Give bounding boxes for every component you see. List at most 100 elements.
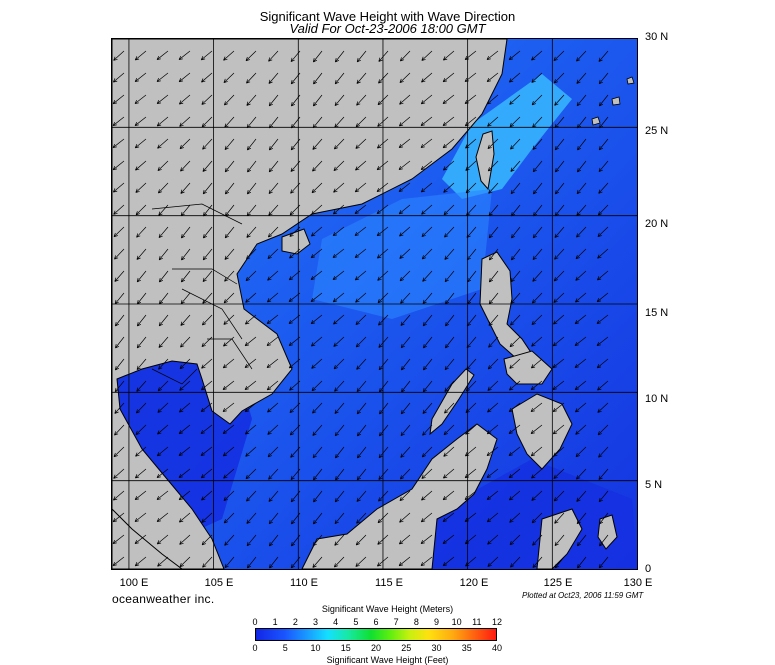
wave-direction-arrow <box>510 314 521 326</box>
lon-label: 105 E <box>204 577 234 589</box>
wave-direction-arrow <box>531 50 543 61</box>
wave-direction-arrow <box>288 270 301 281</box>
wave-direction-arrows <box>112 50 609 569</box>
wave-direction-arrow <box>113 446 125 458</box>
wave-direction-arrow <box>112 534 125 545</box>
wave-direction-arrow <box>596 270 609 281</box>
wave-direction-arrow <box>355 138 367 149</box>
wave-direction-arrow <box>422 380 433 393</box>
wave-direction-arrow <box>114 292 125 305</box>
wave-direction-arrow <box>224 138 235 151</box>
wave-direction-arrow <box>400 446 411 458</box>
wave-direction-arrow <box>333 182 345 193</box>
wave-direction-arrow <box>333 556 345 568</box>
wave-direction-arrow <box>223 292 235 304</box>
wave-direction-arrow <box>267 446 279 458</box>
wave-direction-arrow <box>466 226 477 238</box>
wave-direction-arrow <box>355 336 367 348</box>
wave-direction-arrow <box>509 512 521 523</box>
colorbar-feet-tick: 40 <box>491 643 503 653</box>
wave-direction-arrow <box>533 204 543 217</box>
wave-direction-arrow <box>112 116 125 127</box>
wave-direction-arrow <box>311 204 323 215</box>
wave-direction-arrow <box>379 402 389 415</box>
wave-direction-arrow <box>598 94 609 107</box>
wave-direction-arrow <box>202 182 213 195</box>
wave-direction-arrow <box>268 534 279 547</box>
wave-direction-arrow <box>598 490 609 503</box>
wave-direction-arrow <box>312 424 323 436</box>
wave-direction-arrow <box>202 138 213 150</box>
wave-direction-arrow <box>466 270 477 283</box>
wave-direction-arrow <box>180 226 191 239</box>
wave-direction-arrow <box>596 336 609 347</box>
colorbar-meter-tick: 3 <box>312 617 319 627</box>
wave-direction-arrow <box>178 72 191 83</box>
wave-direction-arrow <box>487 358 499 370</box>
wave-direction-arrow <box>135 182 147 193</box>
wave-direction-arrow <box>178 94 191 105</box>
wave-direction-arrow <box>268 468 279 480</box>
wave-direction-arrow <box>574 292 587 303</box>
wave-direction-arrow <box>134 512 147 522</box>
wave-direction-arrow <box>376 226 389 237</box>
wave-direction-arrow <box>378 358 389 371</box>
wave-direction-arrow <box>179 138 191 150</box>
wave-direction-arrow <box>532 270 543 282</box>
wave-direction-arrow <box>333 358 345 370</box>
colorbar-feet-tick: 15 <box>340 643 351 653</box>
wave-direction-arrow <box>443 204 455 216</box>
wave-direction-arrow <box>157 182 169 194</box>
wave-direction-arrow <box>444 402 455 414</box>
wave-direction-arrow <box>530 402 543 412</box>
wave-direction-arrow <box>201 94 213 105</box>
wave-direction-arrow <box>180 270 191 283</box>
wave-direction-arrow <box>178 402 191 413</box>
wave-direction-arrow <box>508 402 521 413</box>
wave-direction-arrow <box>332 292 345 303</box>
wave-direction-arrow <box>488 336 499 348</box>
wave-direction-arrow <box>266 292 279 303</box>
wave-direction-arrow <box>156 534 169 545</box>
wave-direction-arrow <box>156 446 169 457</box>
land-sulawesi <box>536 508 583 569</box>
wave-direction-arrow <box>136 270 147 283</box>
wave-direction-arrow <box>355 160 367 171</box>
wave-direction-arrow <box>599 116 609 129</box>
land-halmahera <box>597 514 618 550</box>
wave-height-map <box>111 38 638 570</box>
wave-direction-arrow <box>554 556 565 569</box>
wave-direction-arrow <box>247 160 257 173</box>
wave-direction-arrow <box>554 226 565 238</box>
wave-direction-arrow <box>222 380 235 391</box>
wave-direction-arrow <box>222 358 235 369</box>
wave-direction-arrow <box>312 402 323 414</box>
wave-direction-arrow <box>531 490 543 501</box>
wave-direction-arrow <box>554 94 565 106</box>
wave-direction-arrow <box>400 358 411 371</box>
wave-direction-arrow <box>356 490 367 502</box>
wave-direction-arrow <box>290 50 301 63</box>
wave-direction-arrow <box>313 490 323 503</box>
wave-direction-arrow <box>442 116 455 127</box>
colorbar-feet-tick: 35 <box>461 643 472 653</box>
wave-direction-arrow <box>179 358 191 370</box>
wave-direction-arrow <box>398 534 411 545</box>
wave-direction-arrow <box>421 226 433 238</box>
wave-direction-arrow <box>400 292 411 304</box>
wave-direction-arrow <box>313 72 323 85</box>
wave-direction-arrow <box>532 116 543 128</box>
land-luzon <box>479 251 533 360</box>
wave-direction-arrow <box>200 380 213 391</box>
wave-direction-arrow <box>312 116 323 129</box>
wave-direction-arrow <box>312 534 323 547</box>
wave-direction-arrow <box>158 270 169 283</box>
lat-label: 0 <box>645 563 652 575</box>
wave-direction-arrow <box>114 248 125 260</box>
wave-direction-arrow <box>444 226 455 238</box>
wave-direction-arrow <box>376 204 389 215</box>
wave-direction-arrow <box>422 336 433 349</box>
wave-direction-arrow <box>136 314 147 327</box>
wave-direction-arrow <box>244 380 257 391</box>
wave-direction-arrow <box>487 402 499 413</box>
